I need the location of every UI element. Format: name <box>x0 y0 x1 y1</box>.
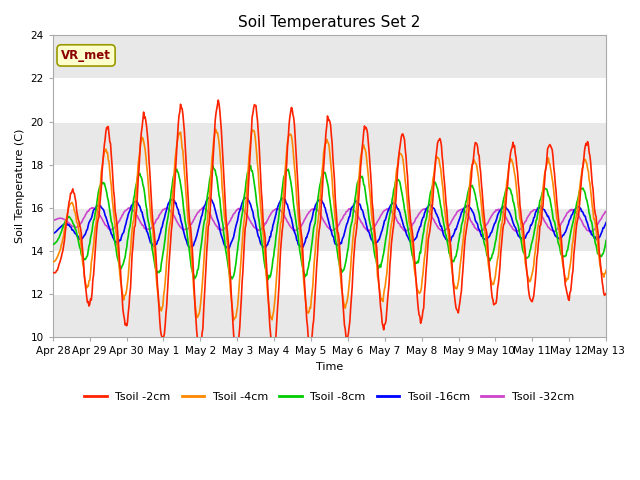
Tsoil -8cm <box>172 168 180 174</box>
Legend: Tsoil -2cm, Tsoil -4cm, Tsoil -8cm, Tsoil -16cm, Tsoil -32cm: Tsoil -2cm, Tsoil -4cm, Tsoil -8cm, Tsoi… <box>80 388 579 407</box>
Tsoil -32cm <box>116 217 124 223</box>
Tsoil -8cm <box>59 225 67 230</box>
Tsoil -4cm <box>212 127 220 132</box>
Tsoil -16cm <box>415 228 422 234</box>
Tsoil -32cm <box>397 224 405 230</box>
Tsoil -4cm <box>398 153 406 159</box>
Tsoil -32cm <box>199 204 207 210</box>
Tsoil -2cm <box>59 248 67 254</box>
Tsoil -16cm <box>49 231 57 237</box>
Tsoil -2cm <box>214 97 222 103</box>
Tsoil -4cm <box>59 236 67 242</box>
Tsoil -32cm <box>202 207 210 213</box>
Line: Tsoil -8cm: Tsoil -8cm <box>53 166 606 279</box>
Text: VR_met: VR_met <box>61 49 111 62</box>
Tsoil -16cm <box>242 195 250 201</box>
Tsoil -16cm <box>59 222 67 228</box>
Tsoil -8cm <box>415 260 422 265</box>
Tsoil -16cm <box>602 220 610 226</box>
Tsoil -2cm <box>415 306 422 312</box>
Tsoil -32cm <box>59 216 67 222</box>
Tsoil -32cm <box>586 229 594 235</box>
Tsoil -2cm <box>49 270 57 276</box>
Tsoil -16cm <box>223 246 231 252</box>
Tsoil -2cm <box>172 160 180 166</box>
Y-axis label: Soil Temperature (C): Soil Temperature (C) <box>15 129 25 243</box>
Tsoil -32cm <box>602 209 610 215</box>
Tsoil -32cm <box>49 218 57 224</box>
Tsoil -16cm <box>202 202 209 208</box>
Bar <box>53 121 606 165</box>
Tsoil -4cm <box>172 149 180 155</box>
Line: Tsoil -16cm: Tsoil -16cm <box>53 198 606 249</box>
Tsoil -8cm <box>49 241 57 247</box>
Line: Tsoil -32cm: Tsoil -32cm <box>53 207 606 232</box>
Line: Tsoil -2cm: Tsoil -2cm <box>53 100 606 354</box>
Tsoil -4cm <box>49 259 57 264</box>
Tsoil -4cm <box>230 317 237 323</box>
Tsoil -2cm <box>602 290 610 296</box>
Tsoil -8cm <box>247 163 255 168</box>
Bar <box>53 36 606 78</box>
X-axis label: Time: Time <box>316 362 343 372</box>
Tsoil -8cm <box>264 276 272 282</box>
Tsoil -32cm <box>172 217 180 223</box>
Tsoil -8cm <box>202 216 209 222</box>
Tsoil -4cm <box>116 271 124 276</box>
Tsoil -4cm <box>602 267 610 273</box>
Title: Soil Temperatures Set 2: Soil Temperatures Set 2 <box>238 15 420 30</box>
Tsoil -2cm <box>202 280 209 286</box>
Tsoil -32cm <box>413 213 421 219</box>
Bar <box>53 208 606 251</box>
Tsoil -4cm <box>202 238 209 244</box>
Tsoil -16cm <box>398 218 406 224</box>
Line: Tsoil -4cm: Tsoil -4cm <box>53 130 606 320</box>
Tsoil -8cm <box>602 238 610 243</box>
Tsoil -8cm <box>116 265 124 271</box>
Tsoil -4cm <box>415 288 422 294</box>
Tsoil -2cm <box>116 262 124 267</box>
Tsoil -16cm <box>116 237 124 243</box>
Tsoil -16cm <box>172 200 180 206</box>
Bar <box>53 294 606 337</box>
Tsoil -8cm <box>398 191 406 197</box>
Tsoil -2cm <box>398 131 406 137</box>
Tsoil -2cm <box>269 351 276 357</box>
